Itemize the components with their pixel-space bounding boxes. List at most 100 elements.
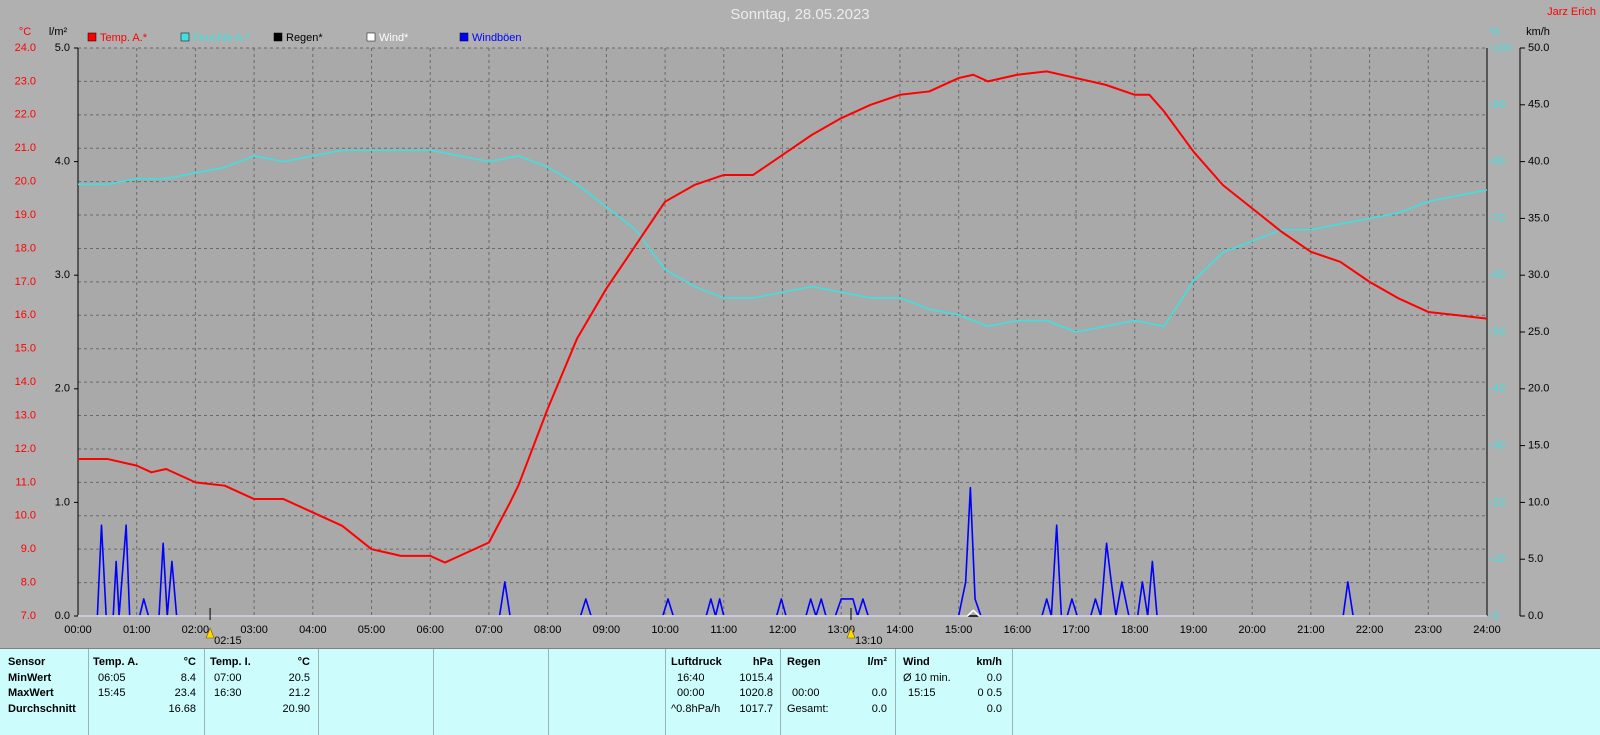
value: 20.90 xyxy=(282,703,310,715)
y3-tick-label: 10 xyxy=(1493,553,1505,565)
y2-tick-label: 1.0 xyxy=(55,496,70,508)
total-label: Gesamt: xyxy=(787,703,829,715)
annotation-icon xyxy=(205,627,215,639)
y-tick-label: 21.0 xyxy=(15,142,36,154)
separator xyxy=(665,649,666,735)
y4-tick-label: 5.0 xyxy=(1528,553,1543,565)
annotation-icon xyxy=(846,627,856,639)
y4-tick-label: 40.0 xyxy=(1528,156,1549,168)
x-tick-label: 18:00 xyxy=(1121,624,1149,636)
y3-tick-label: 50 xyxy=(1493,326,1505,338)
y3-tick-label: 100 xyxy=(1493,42,1511,54)
x-tick-label: 06:00 xyxy=(416,624,444,636)
legend-swatch xyxy=(87,32,97,42)
y-tick-label: 15.0 xyxy=(15,343,36,355)
time: 16:30 xyxy=(214,687,242,699)
y2-tick-label: 0.0 xyxy=(55,610,70,622)
header: Regen xyxy=(787,656,821,668)
value: 16.68 xyxy=(168,703,196,715)
x-tick-label: 07:00 xyxy=(475,624,503,636)
legend-swatch xyxy=(459,32,469,42)
unit: °C xyxy=(183,656,196,668)
row-label: Durchschnitt xyxy=(8,703,76,715)
legend-label: Regen* xyxy=(286,32,323,44)
separator xyxy=(895,649,896,735)
header: Wind xyxy=(903,656,930,668)
y2-tick-label: 3.0 xyxy=(55,269,70,281)
y2-tick-label: 4.0 xyxy=(55,156,70,168)
value: 0.0 xyxy=(871,703,887,715)
x-tick-label: 15:00 xyxy=(945,624,973,636)
separator xyxy=(1012,649,1013,735)
legend-label: Feuchte A.* xyxy=(193,32,251,44)
y-tick-label: 7.0 xyxy=(21,610,36,622)
value: 1015.4 xyxy=(739,672,773,684)
y-tick-label: 10.0 xyxy=(15,510,36,522)
y-tick-label: 17.0 xyxy=(15,276,36,288)
header: Temp. A. xyxy=(93,656,139,668)
y3-tick-label: 90 xyxy=(1493,99,1505,111)
row-label: MaxWert xyxy=(8,687,54,699)
unit: l/m² xyxy=(867,656,887,668)
unit: km/h xyxy=(976,656,1002,668)
x-tick-label: 04:00 xyxy=(299,624,327,636)
time: 07:00 xyxy=(214,672,242,684)
x-tick-label: 21:00 xyxy=(1297,624,1325,636)
y4-tick-label: 45.0 xyxy=(1528,99,1549,111)
x-tick-label: 19:00 xyxy=(1180,624,1208,636)
value: 23.4 xyxy=(174,687,196,699)
value: 0.0 xyxy=(986,672,1002,684)
y3-tick-label: 30 xyxy=(1493,440,1505,452)
y4-tick-label: 15.0 xyxy=(1528,440,1549,452)
separator xyxy=(88,649,89,735)
y-tick-label: 8.0 xyxy=(21,576,36,588)
y3-tick-label: 0 xyxy=(1493,610,1499,622)
y-tick-label: 23.0 xyxy=(15,75,36,87)
y-tick-label: 20.0 xyxy=(15,176,36,188)
x-tick-label: 17:00 xyxy=(1062,624,1090,636)
legend-label: Wind* xyxy=(379,32,409,44)
separator xyxy=(548,649,549,735)
y4-tick-label: 25.0 xyxy=(1528,326,1549,338)
chart-title: Sonntag, 28.05.2023 xyxy=(730,6,869,23)
time: 16:40 xyxy=(677,672,705,684)
x-tick-label: 09:00 xyxy=(593,624,621,636)
time: Ø 10 min. xyxy=(903,672,951,684)
y3-tick-label: 80 xyxy=(1493,156,1505,168)
y-tick-label: 16.0 xyxy=(15,309,36,321)
x-tick-label: 12:00 xyxy=(769,624,797,636)
x-tick-label: 20:00 xyxy=(1238,624,1266,636)
header: Luftdruck xyxy=(671,656,722,668)
value: 1020.8 xyxy=(739,687,773,699)
row-label: Sensor xyxy=(8,656,46,668)
separator xyxy=(204,649,205,735)
value: 21.2 xyxy=(288,687,310,699)
y2-axis-title: l/m² xyxy=(49,26,68,38)
legend-swatch xyxy=(366,32,376,42)
row-label: MinWert xyxy=(8,672,52,684)
author: Jarz Erich xyxy=(1547,6,1596,18)
series-line xyxy=(78,609,1487,617)
x-tick-label: 13:00 xyxy=(827,624,855,636)
y-tick-label: 14.0 xyxy=(15,376,36,388)
legend-label: Temp. A.* xyxy=(100,32,148,44)
x-tick-label: 00:00 xyxy=(64,624,92,636)
x-tick-label: 11:00 xyxy=(710,624,737,636)
y3-tick-label: 40 xyxy=(1493,383,1505,395)
time: 00:00 xyxy=(792,687,820,699)
chart: Sonntag, 28.05.2023 Jarz Erich °C l/m² %… xyxy=(15,6,1596,647)
y4-tick-label: 20.0 xyxy=(1528,383,1549,395)
y3-tick-label: 70 xyxy=(1493,212,1505,224)
series-line xyxy=(78,149,1488,333)
value: 0.0 xyxy=(986,703,1002,715)
value: 8.4 xyxy=(180,672,196,684)
y4-tick-label: 10.0 xyxy=(1528,496,1549,508)
y-tick-label: 22.0 xyxy=(15,109,36,121)
y-tick-label: 24.0 xyxy=(15,42,36,54)
x-tick-label: 23:00 xyxy=(1415,624,1443,636)
x-tick-label: 08:00 xyxy=(534,624,562,636)
unit: °C xyxy=(297,656,310,668)
value: 20.5 xyxy=(288,672,310,684)
y3-tick-label: 20 xyxy=(1493,496,1505,508)
time: 00:00 xyxy=(677,687,705,699)
